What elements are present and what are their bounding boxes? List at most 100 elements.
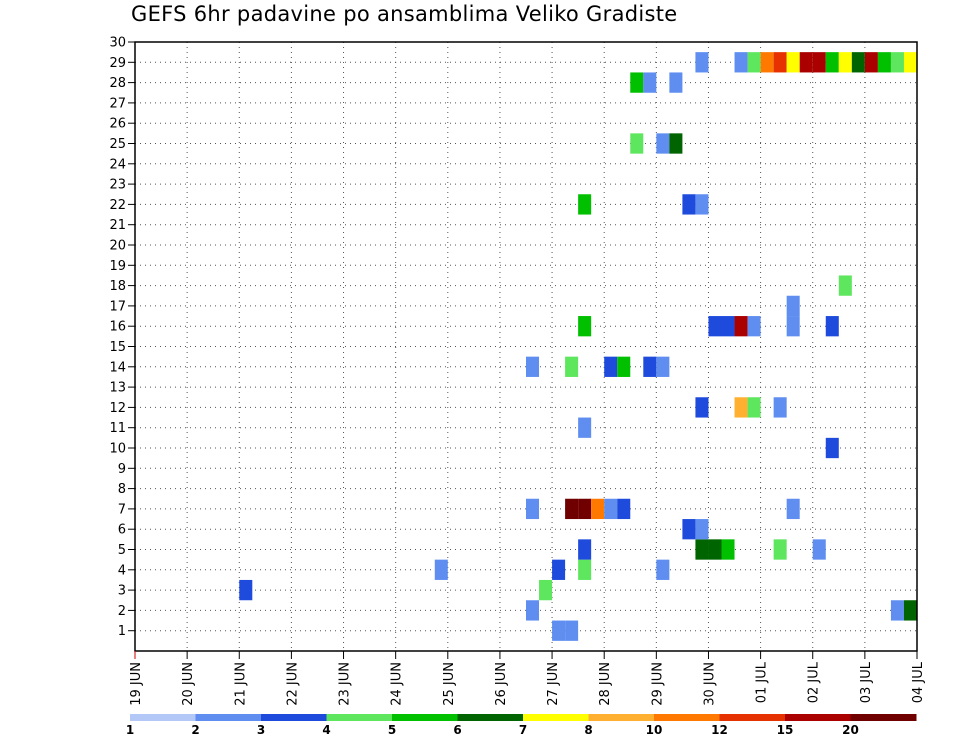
heatmap-cell [786, 316, 800, 337]
colorbar-swatch [654, 714, 720, 721]
colorbar-label: 15 [777, 723, 794, 737]
y-tick-label: 21 [109, 218, 126, 233]
x-tick-label: 19 JUN [129, 662, 144, 706]
colorbar-swatch [326, 714, 393, 721]
heatmap-cell [434, 559, 448, 580]
heatmap-cell [526, 600, 540, 621]
y-tick-label: 11 [109, 421, 126, 436]
heatmap-cell [773, 52, 787, 73]
colorbar-label: 7 [519, 723, 527, 737]
heatmap-cell [656, 356, 670, 377]
y-tick-label: 2 [118, 604, 126, 619]
heatmap-cell [851, 52, 865, 73]
heatmap-cell [877, 52, 891, 73]
y-tick-label: 10 [109, 442, 126, 457]
y-tick-label: 5 [118, 543, 126, 558]
y-tick-label: 13 [109, 381, 126, 396]
heatmap-cell [630, 133, 644, 154]
heatmap-cell [890, 600, 904, 621]
colorbar-label: 3 [257, 723, 265, 737]
heatmap-cell [565, 356, 579, 377]
heatmap-cell [565, 498, 579, 520]
x-tick-label: 20 JUN [181, 662, 196, 706]
heatmap-cell [747, 316, 761, 337]
y-tick-label: 12 [109, 401, 126, 416]
colorbar-label: 4 [322, 723, 330, 737]
y-tick-label: 7 [118, 502, 126, 517]
heatmap-cell [786, 52, 800, 73]
heatmap-cell [591, 498, 605, 520]
y-tick-label: 19 [109, 259, 126, 274]
y-tick-label: 24 [109, 157, 126, 172]
heatmap-cell [825, 52, 839, 73]
heatmap-cell [773, 539, 787, 560]
x-tick-label: 26 JUN [494, 662, 509, 706]
heatmap-cell [682, 194, 696, 215]
y-tick-label: 3 [118, 584, 126, 599]
heatmap-cell [578, 316, 592, 337]
heatmap-cell [838, 52, 852, 73]
heatmap-cell [812, 539, 826, 560]
y-tick-label: 28 [109, 76, 126, 91]
colorbar-label: 5 [388, 723, 396, 737]
colorbar-label: 12 [711, 723, 728, 737]
heatmap-cell [747, 52, 761, 73]
heatmap-cell [721, 316, 735, 337]
x-tick-label: 23 JUN [338, 662, 353, 706]
heatmap-cell [825, 437, 839, 459]
y-tick-label: 18 [109, 279, 126, 294]
y-tick-label: 16 [109, 320, 126, 335]
heatmap-cell [578, 417, 592, 438]
y-tick-label: 8 [118, 482, 126, 497]
chart-title: GEFS 6hr padavine po ansamblima Veliko G… [131, 2, 678, 26]
heatmap-cell [630, 72, 644, 93]
colorbar-swatch [130, 714, 196, 721]
heatmap-cell [903, 600, 917, 621]
x-tick-label: 21 JUN [233, 662, 248, 706]
heatmap-cell [604, 356, 618, 377]
heatmap-cell [604, 498, 618, 520]
y-tick-label: 1 [118, 624, 126, 639]
heatmap-cell [695, 397, 709, 418]
heatmap-cell [838, 275, 852, 296]
heatmap-cell [578, 559, 592, 580]
heatmap-cell [903, 52, 917, 73]
heatmap-cell [643, 72, 657, 93]
y-tick-label: 6 [118, 523, 126, 538]
heatmap-cell [773, 397, 787, 418]
y-tick-label: 9 [118, 462, 126, 477]
x-tick-label: 22 JUN [285, 662, 300, 706]
x-tick-label: 02 JUL [807, 661, 822, 703]
heatmap-cell [552, 620, 566, 641]
x-tick-label: 24 JUN [390, 662, 405, 706]
colorbar-label: 20 [842, 723, 859, 737]
heatmap-cell [552, 559, 566, 580]
x-tick-label: 28 JUN [598, 662, 613, 706]
heatmap-cell [526, 356, 540, 377]
colorbar-swatch [261, 714, 327, 721]
heatmap-cell [734, 316, 748, 337]
colorbar-swatch [588, 714, 655, 721]
heatmap-cell [539, 579, 553, 601]
colorbar-label: 1 [126, 723, 134, 737]
heatmap-cell [669, 133, 683, 154]
x-tick-label: 03 JUL [859, 661, 874, 703]
x-tick-label: 01 JUL [755, 661, 770, 703]
colorbar-swatch [392, 714, 458, 721]
y-tick-label: 17 [109, 299, 126, 314]
colorbar-label: 2 [191, 723, 199, 737]
heatmap-cell [578, 539, 592, 560]
heatmap-cell [695, 539, 709, 560]
heatmap-cell [526, 498, 540, 520]
heatmap-cell [786, 295, 800, 317]
y-tick-label: 22 [109, 198, 126, 213]
heatmap-cell [617, 498, 631, 520]
heatmap-cell [578, 498, 592, 520]
heatmap-cell [565, 620, 579, 641]
heatmap-cell [669, 72, 683, 93]
heatmap-cell [734, 397, 748, 418]
colorbar-swatch [457, 714, 524, 721]
colorbar-label: 8 [584, 723, 592, 737]
heatmap-cell [239, 579, 253, 601]
